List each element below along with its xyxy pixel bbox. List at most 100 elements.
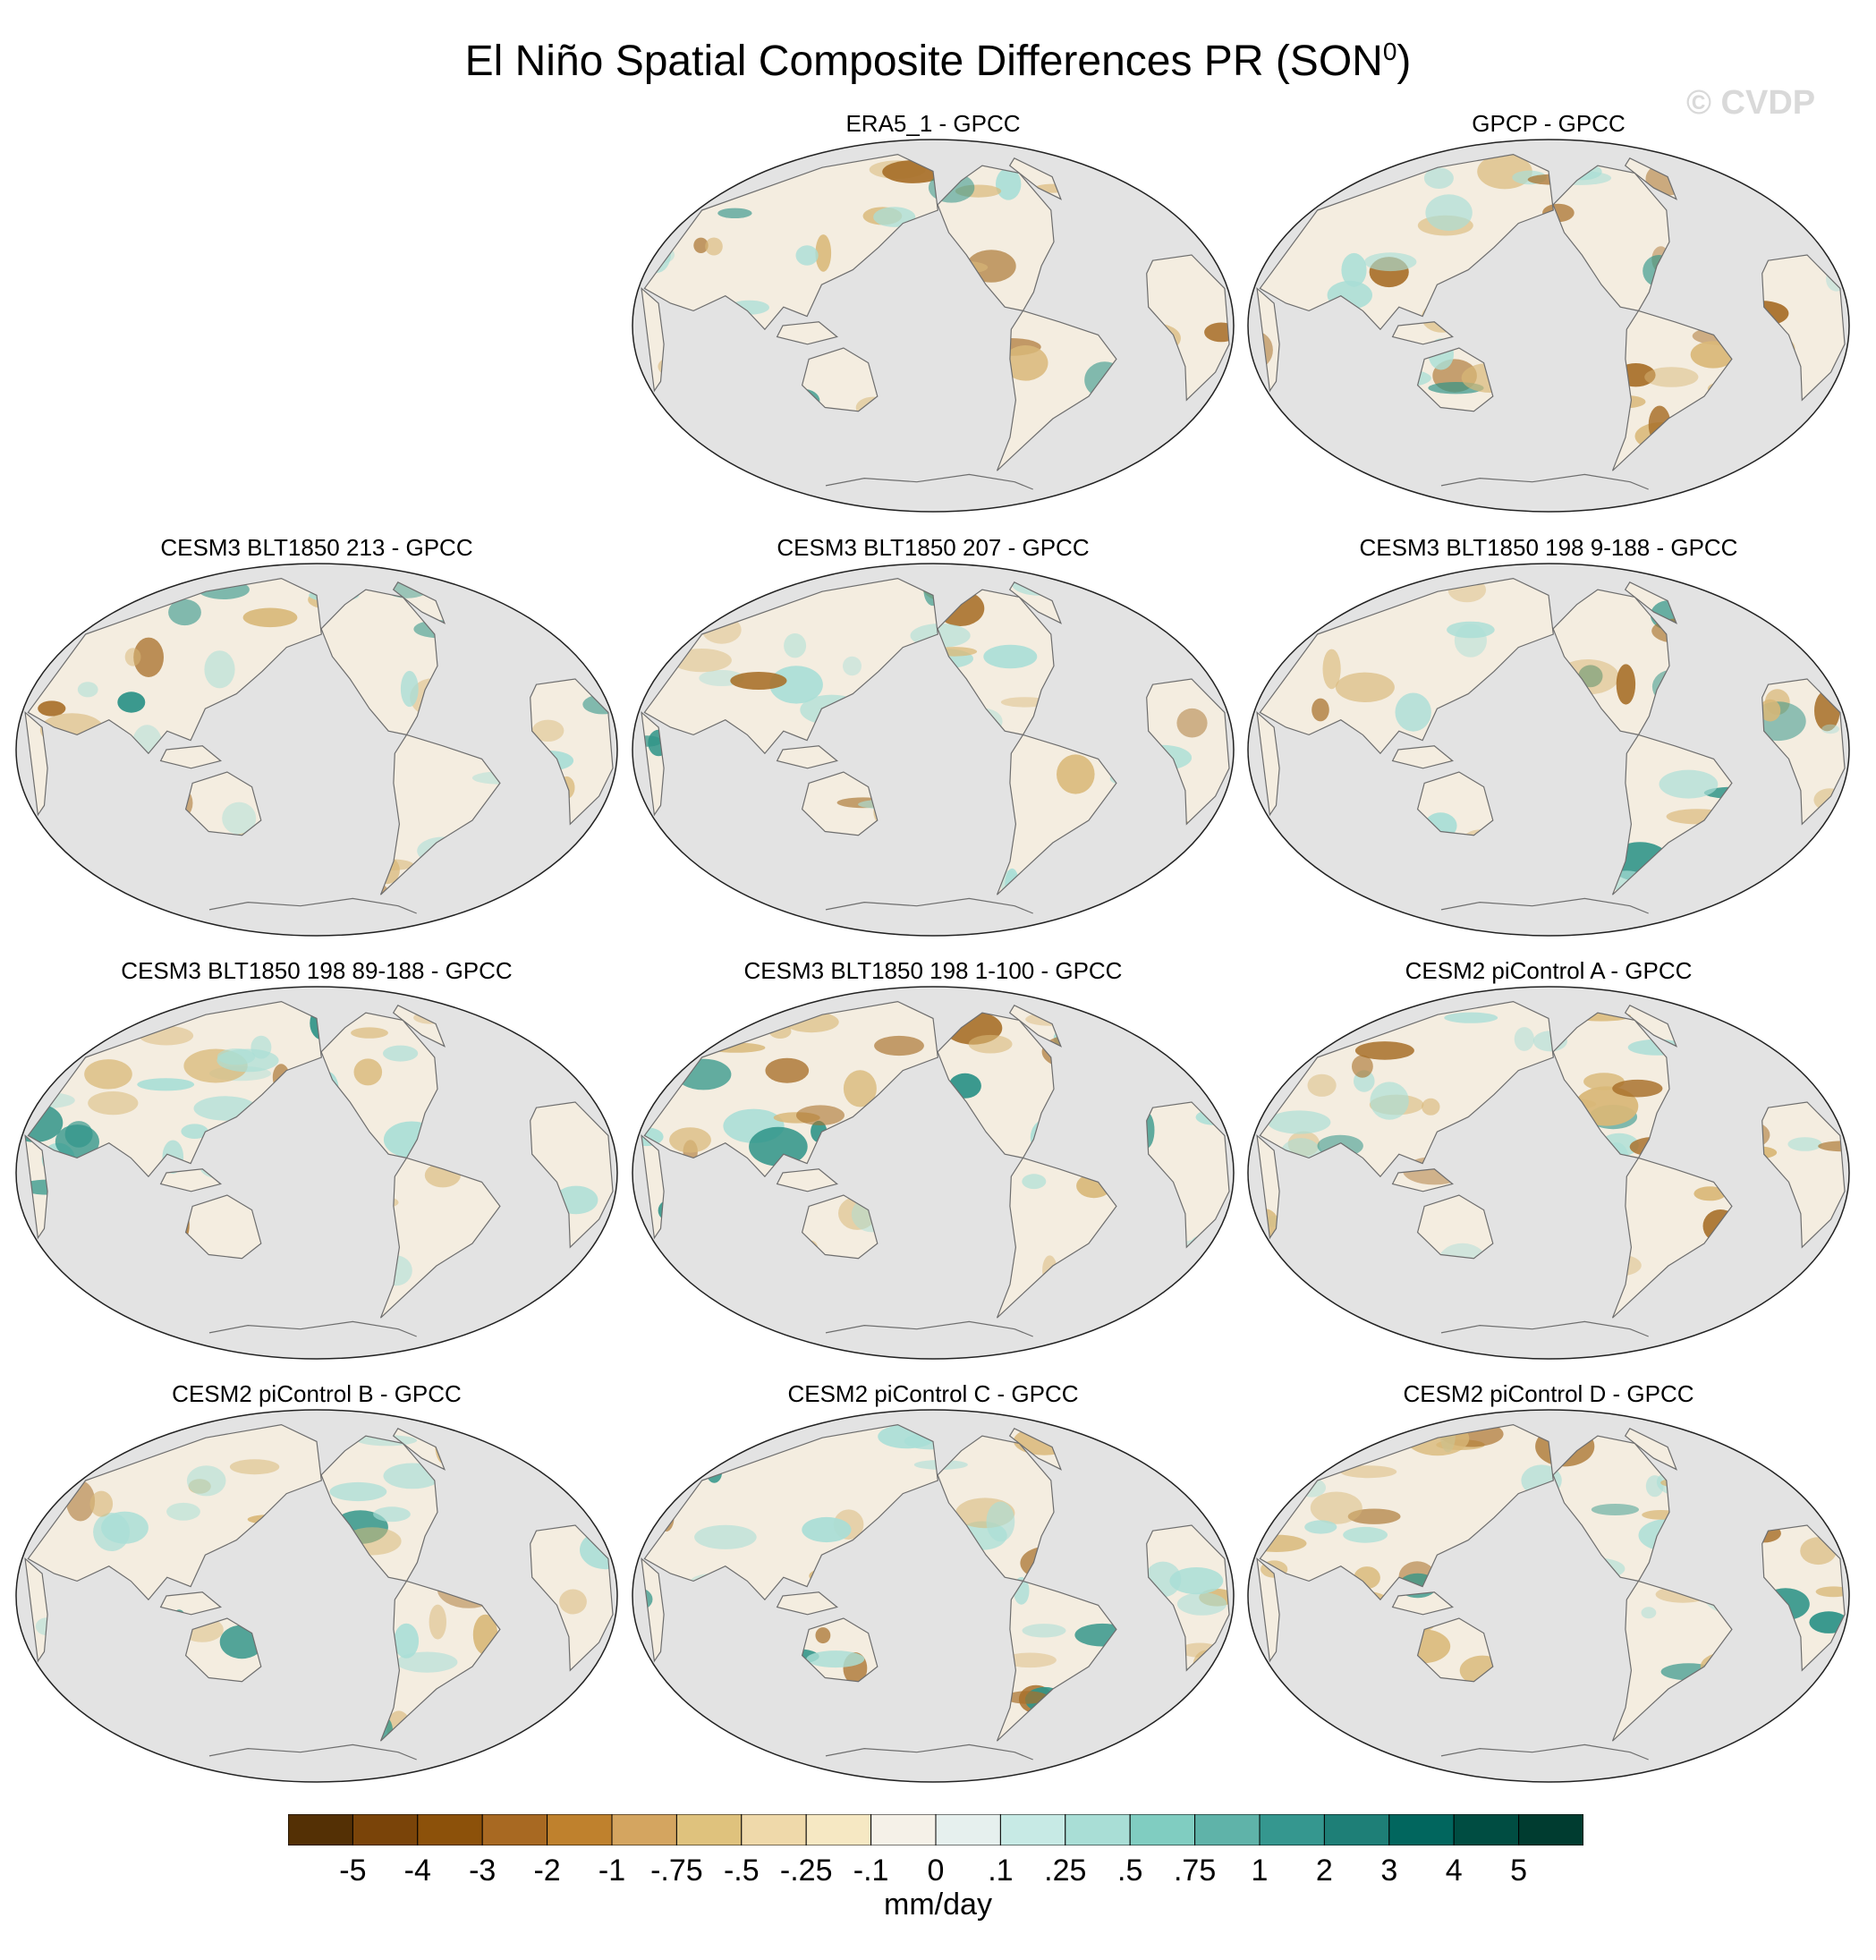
coastline (1008, 157, 1063, 200)
antarctica-coastline (1440, 1320, 1649, 1337)
land-maritime (160, 745, 221, 768)
antarctica-coastline (1440, 473, 1649, 490)
land-maritime (777, 1168, 837, 1192)
coastline (1256, 710, 1280, 817)
colorbar-tick-label: .5 (1117, 1854, 1143, 1888)
antarctica-coastline (208, 897, 417, 914)
coastline (1391, 1168, 1455, 1192)
coastline (641, 1557, 665, 1663)
map-panel: CESM2 piControl A - GPCC (1244, 956, 1853, 1377)
coastline (1552, 589, 1670, 736)
map-border (632, 986, 1235, 1360)
coastline (776, 1168, 839, 1192)
antarctica-coastline (825, 1744, 1033, 1761)
coastline (184, 1194, 262, 1260)
coastline (1391, 321, 1455, 345)
colorbar-tick-label: .25 (1044, 1854, 1087, 1888)
world-map (15, 986, 618, 1360)
colorbar-swatch (1259, 1814, 1325, 1845)
colorbar-swatch (1065, 1814, 1131, 1845)
world-map (632, 139, 1235, 513)
coastline (1259, 153, 1554, 331)
coastline (392, 1428, 446, 1471)
antarctica-coastline (825, 473, 1033, 490)
colorbar-swatch (1194, 1814, 1261, 1845)
land-africa (530, 679, 613, 825)
colorbar-tick-label: 4 (1445, 1854, 1463, 1888)
coastline (643, 1000, 938, 1178)
land-eurasia (1260, 1424, 1554, 1600)
coastline (27, 577, 322, 755)
map-border (1247, 986, 1850, 1360)
coastline (1761, 1101, 1846, 1249)
coastline (937, 1012, 1055, 1159)
colorbar-tick-label: .75 (1173, 1854, 1217, 1888)
coastline (937, 165, 1055, 312)
land-namerica (1553, 165, 1669, 311)
coastline (1008, 1428, 1063, 1471)
land-maritime (777, 1591, 837, 1615)
map-panel: CESM3 BLT1850 198 1-100 - GPCC (629, 956, 1237, 1377)
coastline (392, 581, 446, 624)
coastline (996, 1157, 1117, 1319)
coastline (1761, 678, 1846, 826)
coastline (1256, 1557, 1280, 1663)
land-maritime (777, 321, 837, 344)
coastline (1611, 734, 1733, 895)
coastline (1391, 1591, 1455, 1616)
land-africa (530, 1102, 613, 1248)
colorbar-swatch (611, 1814, 677, 1845)
coastline (379, 734, 501, 895)
coastline (1624, 1005, 1678, 1048)
figure-title: El Niño Spatial Composite Differences PR… (464, 38, 1412, 85)
coastline (801, 1194, 879, 1260)
land-greenland (1625, 1428, 1677, 1470)
coastline (320, 1012, 438, 1159)
coastline (1416, 347, 1494, 412)
coastline (801, 347, 879, 412)
map-panel: ERA5_1 - GPCC (629, 109, 1237, 530)
coastline (776, 745, 839, 769)
world-map (1247, 139, 1850, 513)
coastline (159, 745, 223, 769)
coastline (641, 286, 665, 393)
panel-title: CESM3 BLT1850 207 - GPCC (777, 534, 1090, 561)
map-panel: CESM3 BLT1850 198 89-188 - GPCC (13, 956, 621, 1377)
coastline (184, 1617, 262, 1683)
coastline (379, 1580, 501, 1742)
map-border (632, 563, 1235, 937)
land-eurasia (644, 1001, 938, 1177)
coastline (1146, 678, 1230, 826)
panel-title: CESM2 piControl C - GPCC (787, 1380, 1079, 1407)
coastline (776, 1591, 839, 1616)
map-border (632, 1409, 1235, 1783)
land-samerica (997, 1158, 1116, 1319)
land-namerica (938, 1013, 1054, 1158)
coastline (996, 310, 1117, 471)
land-maritime (1392, 1168, 1453, 1192)
land-australia (185, 772, 261, 836)
world-map (1247, 563, 1850, 937)
map-border (15, 563, 618, 937)
coastline (801, 1617, 879, 1683)
world-map (632, 563, 1235, 937)
title-superscript: 0 (1382, 38, 1397, 65)
coastline (1624, 157, 1678, 200)
world-map (1247, 1409, 1850, 1783)
land-africa (1146, 1102, 1229, 1248)
coastline (1256, 286, 1280, 393)
coastline (159, 1168, 223, 1192)
coastline (1256, 1133, 1280, 1240)
coastline (1259, 1423, 1554, 1601)
land-samerica (380, 734, 500, 895)
land-eurasia (1260, 1001, 1554, 1177)
coastline (1624, 1428, 1678, 1471)
map-panel: CESM3 BLT1850 213 - GPCC (13, 533, 621, 954)
map-border (15, 986, 618, 1360)
coastline (1416, 771, 1494, 836)
colorbar-tick-label: -.1 (853, 1854, 889, 1888)
land-africa_w (1257, 1135, 1280, 1238)
coastline (643, 153, 938, 331)
map-panel: GPCP - GPCC (1244, 109, 1853, 530)
colorbar-tick-label: 0 (927, 1854, 945, 1888)
